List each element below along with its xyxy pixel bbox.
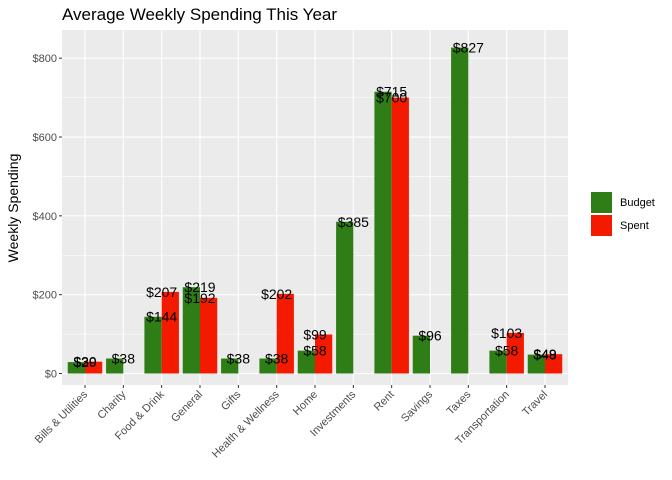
data-label-budget-12: $48	[533, 347, 557, 363]
x-tick-label: Gifts	[219, 388, 244, 413]
bars	[67, 47, 563, 374]
data-label-budget-1: $38	[112, 351, 136, 367]
bar-budget-6	[297, 350, 315, 374]
data-label-spent-11: $103	[491, 325, 522, 341]
bar-spent-2	[161, 291, 179, 374]
y-tick-label: $200	[33, 290, 57, 302]
x-tick-label: General	[169, 389, 205, 425]
data-label-budget-0: $29	[73, 354, 97, 370]
bar-spent-6	[315, 334, 333, 374]
data-label-budget-7: $385	[338, 214, 369, 230]
data-labels: $29 $38 $144 $219 $38 $38 $58 $385 $715 $96 $827 $5…	[73, 40, 557, 370]
bar-budget-11	[489, 350, 507, 374]
data-label-budget-10: $827	[453, 40, 484, 56]
y-axis: $0 $200 $400 $600 $800	[33, 53, 62, 381]
data-label-budget-3: $219	[184, 279, 215, 295]
x-tick-label: Bills & Utilities	[33, 388, 91, 446]
bar-budget-9	[412, 335, 430, 374]
x-tick-label: Rent	[372, 389, 397, 414]
data-label-spent-2: $207	[146, 284, 177, 300]
bar-budget-4	[221, 358, 239, 374]
data-label-spent-0: $30	[73, 354, 97, 370]
data-label-budget-5: $38	[265, 351, 289, 367]
legend-key-budget	[591, 192, 612, 213]
bar-budget-1	[106, 358, 124, 374]
data-label-spent-12: $49	[533, 346, 557, 362]
x-tick-label: Taxes	[445, 388, 474, 417]
bar-spent-12	[545, 354, 563, 374]
data-label-budget-2: $144	[146, 309, 177, 325]
x-tick-label: Charity	[95, 388, 128, 421]
chart-title: Average Weekly Spending This Year	[62, 5, 337, 24]
x-tick-label: Health & Wellness	[210, 388, 282, 460]
data-label-spent-5: $202	[261, 286, 292, 302]
y-tick-label: $800	[33, 53, 57, 65]
y-tick-label: $0	[45, 369, 57, 381]
x-tick-label: Home	[291, 389, 320, 418]
bar-spent-3	[200, 297, 218, 374]
bar-budget-12	[527, 354, 545, 374]
bar-budget-0	[67, 362, 85, 374]
x-tick-label: Travel	[520, 389, 550, 419]
bar-budget-3	[182, 287, 200, 374]
y-tick-label: $600	[33, 132, 57, 144]
bar-budget-10	[451, 47, 469, 374]
data-label-budget-4: $38	[227, 351, 251, 367]
legend-key-spent	[591, 215, 612, 236]
bar-budget-2	[144, 316, 162, 374]
data-label-spent-6: $99	[303, 326, 327, 342]
data-label-budget-6: $58	[303, 343, 327, 359]
x-tick-label: Savings	[399, 388, 436, 425]
bar-budget-7	[336, 221, 354, 374]
y-tick-label: $400	[33, 211, 57, 223]
legend: Budget Spent	[591, 192, 655, 236]
data-label-spent-8: $700	[376, 90, 407, 106]
y-axis-title: Weekly Spending	[5, 154, 21, 263]
bar-spent-5	[276, 293, 294, 374]
bar-spent-11	[506, 332, 524, 374]
legend-label-spent: Spent	[620, 220, 649, 232]
legend-label-budget: Budget	[620, 197, 655, 209]
data-label-budget-8: $715	[376, 84, 407, 100]
data-label-budget-9: $96	[418, 328, 442, 344]
bar-budget-8	[374, 91, 392, 374]
bar-budget-5	[259, 358, 277, 374]
bar-spent-8	[391, 97, 409, 374]
bar-spent-0	[85, 361, 103, 374]
data-label-spent-3: $192	[184, 290, 215, 306]
data-label-budget-11: $58	[495, 343, 519, 359]
